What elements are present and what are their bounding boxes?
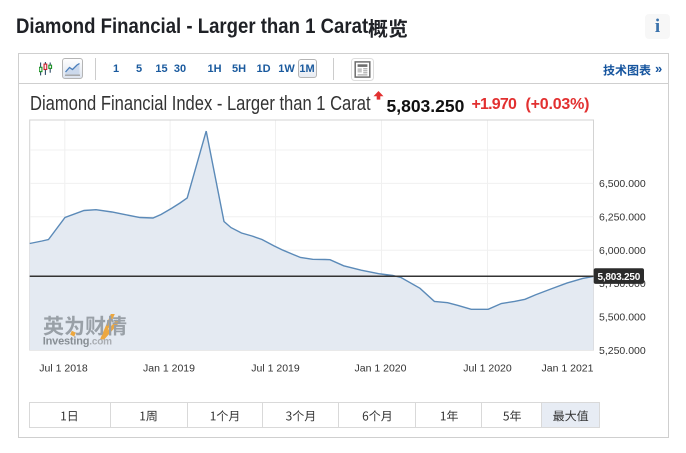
svg-text:6,500.000: 6,500.000 — [599, 178, 646, 190]
svg-text:Jan 1 2021: Jan 1 2021 — [542, 363, 594, 375]
svg-text:Jul 1 2019: Jul 1 2019 — [251, 363, 300, 375]
svg-text:Jan 1 2019: Jan 1 2019 — [143, 363, 195, 375]
svg-text:5,803.250: 5,803.250 — [597, 272, 640, 283]
svg-text:5,250.000: 5,250.000 — [599, 345, 646, 357]
svg-text:Jul 1 2018: Jul 1 2018 — [39, 363, 88, 375]
svg-text:6,000.000: 6,000.000 — [599, 245, 646, 257]
svg-text:6,250.000: 6,250.000 — [599, 211, 646, 223]
svg-text:Jul 1 2020: Jul 1 2020 — [463, 363, 512, 375]
svg-text:Investing.com: Investing.com — [43, 335, 112, 347]
svg-text:5,500.000: 5,500.000 — [599, 312, 646, 324]
svg-text:Jan 1 2020: Jan 1 2020 — [355, 363, 407, 375]
